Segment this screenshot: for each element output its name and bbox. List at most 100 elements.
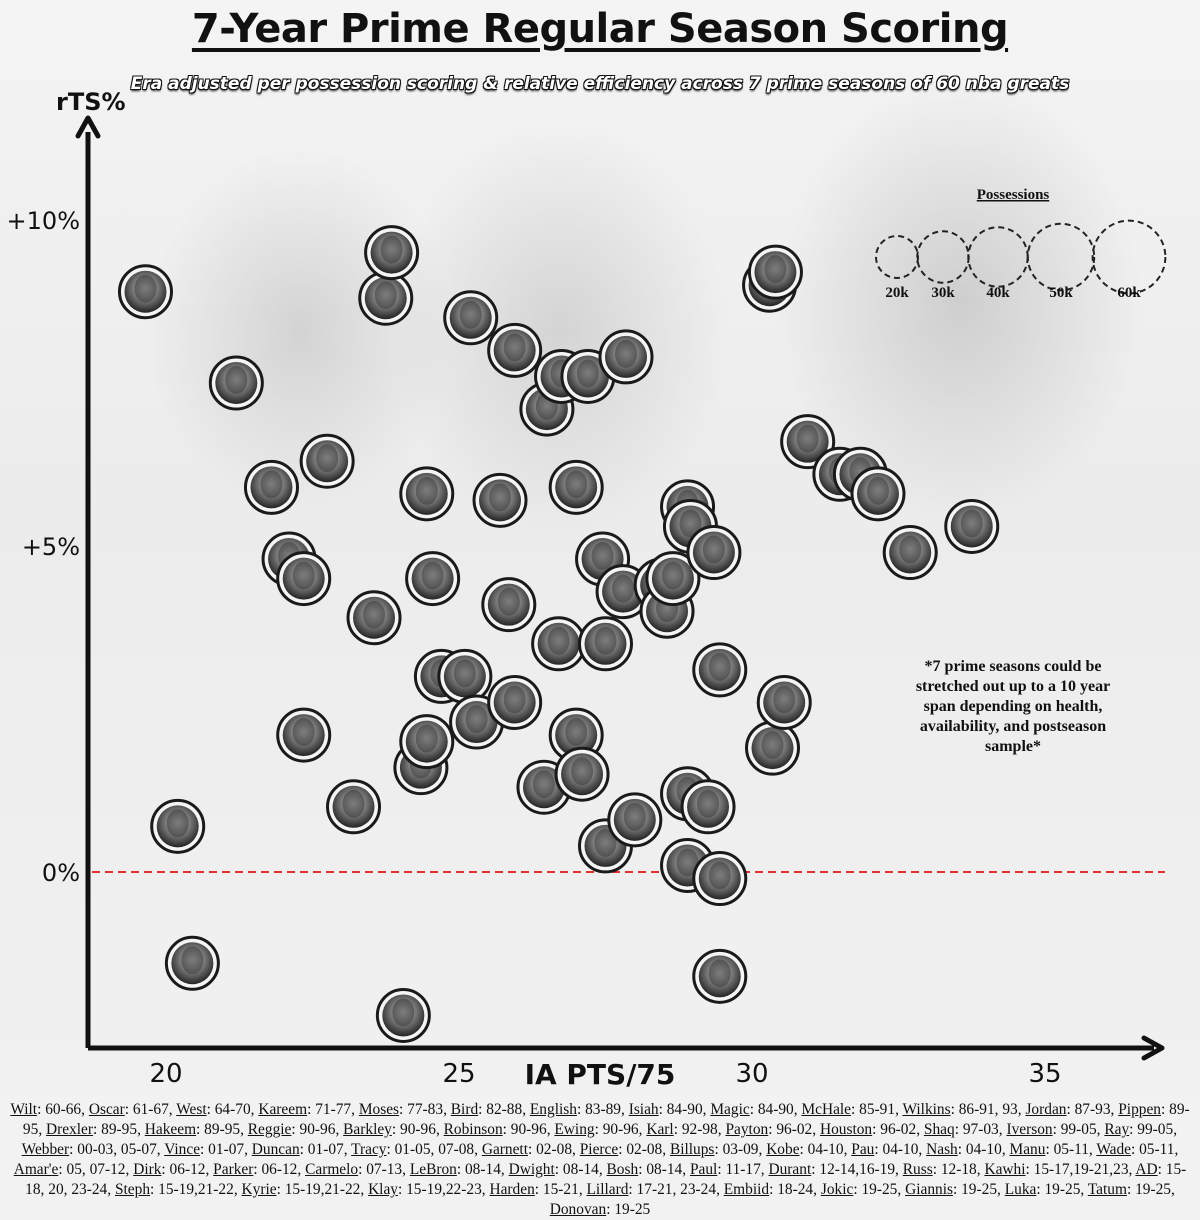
player-prime-years: 84-90 — [666, 1101, 703, 1118]
player-years-entry: Karl: 92-98 — [646, 1121, 718, 1138]
player-point — [607, 792, 663, 848]
chart-subtitle: Era adjusted per possession scoring & re… — [130, 74, 1070, 94]
y-axis-arrow — [75, 115, 101, 139]
player-name: Kawhi — [984, 1161, 1026, 1178]
player-name: Bosh — [606, 1161, 639, 1178]
player-face-shading — [415, 724, 438, 753]
player-point — [692, 642, 748, 698]
player-name: Amar'e — [13, 1161, 59, 1178]
player-name: Magic — [710, 1101, 750, 1118]
player-prime-years: 04-10 — [807, 1141, 844, 1158]
players-years-footer: Wilt: 60-66, Oscar: 61-67, West: 64-70, … — [10, 1101, 1190, 1218]
player-years-entry: LeBron: 08-14 — [409, 1161, 501, 1178]
player-prime-years: 05-11 — [1139, 1141, 1175, 1158]
player-years-entry: Oscar: 61-67 — [88, 1101, 169, 1118]
player-prime-years: 15-19,22-23 — [406, 1181, 482, 1198]
player-years-entry: Dwight: 08-14 — [508, 1161, 599, 1178]
player-name: Paul — [689, 1161, 718, 1178]
legend-circle — [1026, 222, 1096, 292]
player-name: Donovan — [549, 1201, 607, 1218]
player-point — [276, 707, 332, 763]
player-name: AD — [1135, 1161, 1158, 1178]
player-point — [449, 694, 505, 750]
legend-circle — [967, 226, 1029, 288]
player-face-shading — [708, 861, 731, 890]
player-prime-years: 05-11 — [1053, 1141, 1089, 1158]
player-face-shading — [292, 718, 315, 747]
player-name: Giannis — [905, 1181, 953, 1198]
player-point — [472, 472, 528, 528]
player-prime-years: 08-14 — [464, 1161, 501, 1178]
player-years-entry: AD: 15-18, 20, 23-24 — [25, 1161, 1187, 1198]
player-name: Vince — [164, 1141, 201, 1158]
legend-circle-label: 20k — [885, 285, 909, 301]
y-tick-label: +5% — [22, 533, 80, 561]
player-name: Carmelo — [305, 1161, 359, 1178]
player-years-entry: Dirk: 06-12 — [133, 1161, 206, 1178]
footnote-line: span depending on health, — [924, 698, 1103, 715]
player-name: Parker — [213, 1161, 254, 1178]
x-tick-label: 35 — [1028, 1059, 1061, 1089]
player-face-shading — [761, 731, 784, 760]
player-face-shading — [392, 998, 415, 1027]
axes-group: 0% +5% +10% 20 25 30 35 — [7, 115, 1165, 1089]
player-point — [686, 525, 742, 581]
player-name: Duncan — [251, 1141, 300, 1158]
player-years-entry: Wilkins: 86-91, 93 — [902, 1101, 1018, 1118]
player-prime-years: 99-05 — [1060, 1121, 1097, 1138]
player-name: Nash — [926, 1141, 958, 1158]
player-years-entry: Steph: 15-19,21-22 — [114, 1181, 234, 1198]
player-prime-years: 64-70 — [214, 1101, 251, 1118]
y-axis-label: rTS% — [56, 88, 126, 116]
player-name: Dwight — [508, 1161, 555, 1178]
player-face-shading — [679, 509, 702, 538]
player-face-shading — [623, 802, 646, 831]
legend-title: Possessions — [977, 187, 1050, 203]
player-name: Pippen — [1118, 1101, 1161, 1118]
player-years-entry: Drexler: 89-95 — [46, 1121, 138, 1138]
legend-circle-label: 50k — [1049, 285, 1073, 301]
player-face-shading — [374, 281, 397, 310]
player-name: Jordan — [1025, 1101, 1067, 1118]
player-prime-years: 06-12 — [261, 1161, 298, 1178]
player-years-entry: Jokic: 19-25 — [820, 1181, 898, 1198]
player-prime-years: 19-25 — [961, 1181, 998, 1198]
player-point — [150, 798, 206, 854]
player-point — [399, 466, 455, 522]
player-years-entry: Duncan: 01-07 — [251, 1141, 344, 1158]
player-prime-years: 01-07 — [307, 1141, 344, 1158]
player-prime-years: 04-10 — [882, 1141, 919, 1158]
player-point — [276, 551, 332, 607]
player-face-shading — [960, 509, 983, 538]
player-name: Reggie — [247, 1121, 292, 1138]
player-prime-years: 12-14,16-19 — [819, 1161, 896, 1178]
player-years-entry: Ray: 99-05 — [1104, 1121, 1174, 1138]
player-prime-years: 19-25 — [614, 1201, 651, 1218]
player-face-shading — [497, 587, 520, 616]
player-name: Tracy — [351, 1141, 387, 1158]
player-years-entry: Giannis: 19-25 — [905, 1181, 998, 1198]
player-prime-years: 07-13 — [366, 1161, 403, 1178]
player-years-entry: Isiah: 84-90 — [628, 1101, 703, 1118]
player-years-entry: Carmelo: 07-13 — [305, 1161, 403, 1178]
player-years-entry: Webber: 00-03, 05-07 — [21, 1141, 157, 1158]
player-name: Luka — [1004, 1181, 1037, 1198]
player-name: Lillard — [586, 1181, 629, 1198]
player-prime-years: 19-25 — [861, 1181, 898, 1198]
player-years-entry: Houston: 96-02 — [819, 1121, 917, 1138]
player-years-entry: Shaq: 97-03 — [923, 1121, 999, 1138]
player-name: Kareem — [258, 1101, 308, 1118]
player-name: Manu — [1009, 1141, 1046, 1158]
player-prime-years: 17-21, 23-24 — [636, 1181, 717, 1198]
player-prime-years: 08-14 — [562, 1161, 599, 1178]
footnote-line: sample* — [985, 738, 1041, 755]
player-name: Klay — [368, 1181, 398, 1198]
player-point — [756, 674, 812, 730]
player-face-shading — [225, 366, 248, 394]
player-prime-years: 90-96 — [299, 1121, 336, 1138]
player-face-shading — [503, 685, 526, 714]
player-prime-years: 61-67 — [132, 1101, 169, 1118]
player-name: Harden — [489, 1181, 535, 1198]
player-prime-years: 89-95 — [101, 1121, 138, 1138]
player-prime-years: 60-66 — [45, 1101, 82, 1118]
